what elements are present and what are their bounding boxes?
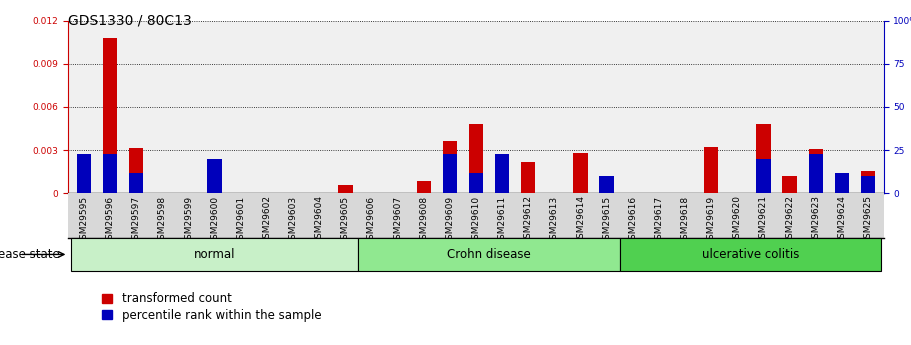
Text: GSM29619: GSM29619 [707, 195, 716, 245]
Text: Crohn disease: Crohn disease [447, 248, 531, 261]
Text: GSM29598: GSM29598 [158, 195, 167, 245]
Text: GSM29610: GSM29610 [472, 195, 480, 245]
Bar [208, 181, 222, 193]
Bar [77, 167, 91, 193]
Bar [71, 238, 358, 271]
Bar [208, 159, 222, 193]
Text: GSM29623: GSM29623 [811, 195, 820, 245]
Bar [861, 176, 875, 193]
Text: GSM29607: GSM29607 [394, 195, 402, 245]
Bar [469, 124, 483, 193]
Bar [704, 147, 719, 193]
Bar [443, 141, 457, 193]
Text: GSM29625: GSM29625 [864, 195, 873, 245]
Text: GSM29604: GSM29604 [314, 195, 323, 245]
Text: GSM29615: GSM29615 [602, 195, 611, 245]
Bar [599, 176, 614, 193]
Text: GSM29620: GSM29620 [732, 195, 742, 245]
Text: GSM29597: GSM29597 [132, 195, 141, 245]
Bar [521, 161, 536, 193]
Legend: transformed count, percentile rank within the sample: transformed count, percentile rank withi… [101, 292, 322, 322]
Text: GSM29595: GSM29595 [79, 195, 88, 245]
Bar [861, 171, 875, 193]
Text: GSM29608: GSM29608 [419, 195, 428, 245]
Bar [756, 159, 771, 193]
Bar [103, 38, 118, 193]
Text: GDS1330 / 80C13: GDS1330 / 80C13 [68, 14, 192, 28]
Bar [469, 172, 483, 193]
Bar [573, 153, 588, 193]
Text: GSM29606: GSM29606 [367, 195, 376, 245]
Bar [358, 238, 619, 271]
Text: GSM29621: GSM29621 [759, 195, 768, 245]
Text: GSM29611: GSM29611 [497, 195, 507, 245]
Text: GSM29605: GSM29605 [341, 195, 350, 245]
Bar [495, 162, 509, 193]
Bar [619, 238, 881, 271]
Text: GSM29612: GSM29612 [524, 195, 533, 245]
Bar [834, 172, 849, 193]
Bar [129, 148, 143, 193]
Bar [443, 154, 457, 193]
Text: GSM29617: GSM29617 [654, 195, 663, 245]
Text: GSM29614: GSM29614 [576, 195, 585, 245]
Text: GSM29600: GSM29600 [210, 195, 220, 245]
Bar [77, 154, 91, 193]
Bar [834, 181, 849, 193]
Text: normal: normal [194, 248, 235, 261]
Text: GSM29613: GSM29613 [550, 195, 558, 245]
Bar [809, 154, 823, 193]
Bar [103, 154, 118, 193]
Text: GSM29618: GSM29618 [681, 195, 690, 245]
Bar [756, 124, 771, 193]
Text: GSM29602: GSM29602 [262, 195, 271, 245]
Bar [338, 185, 353, 193]
Text: GSM29601: GSM29601 [236, 195, 245, 245]
Text: GSM29596: GSM29596 [106, 195, 115, 245]
Text: GSM29603: GSM29603 [289, 195, 298, 245]
Text: GSM29609: GSM29609 [445, 195, 455, 245]
Bar [129, 172, 143, 193]
Bar [416, 181, 431, 193]
Bar [809, 149, 823, 193]
Bar [783, 176, 797, 193]
Text: GSM29622: GSM29622 [785, 195, 794, 244]
Text: ulcerative colitis: ulcerative colitis [701, 248, 799, 261]
Text: GSM29599: GSM29599 [184, 195, 193, 245]
Text: GSM29624: GSM29624 [837, 195, 846, 244]
Text: disease state: disease state [0, 248, 64, 261]
Bar [495, 154, 509, 193]
Text: GSM29616: GSM29616 [629, 195, 638, 245]
